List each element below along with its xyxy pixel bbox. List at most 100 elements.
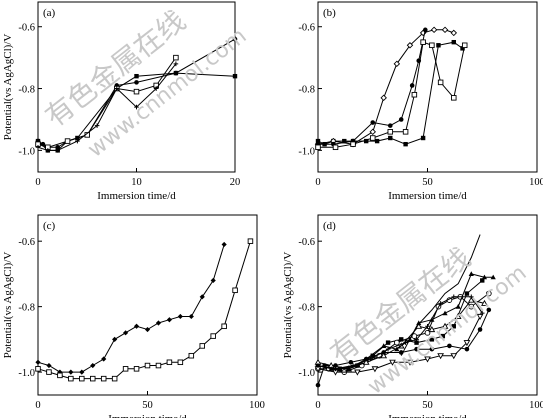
y-tick-label: -0.6 xyxy=(18,23,35,34)
data-point xyxy=(94,123,100,128)
data-point xyxy=(55,148,60,153)
data-point xyxy=(420,135,426,141)
series-4 xyxy=(35,61,179,153)
data-point xyxy=(414,346,419,352)
panel-label: (a) xyxy=(43,7,56,19)
data-point xyxy=(387,123,393,128)
data-point xyxy=(173,61,179,67)
data-point xyxy=(402,129,409,135)
data-point xyxy=(477,327,483,332)
data-point xyxy=(429,346,435,352)
data-point xyxy=(414,340,419,345)
data-point xyxy=(425,323,430,329)
data-point xyxy=(380,352,388,359)
y-tick-label: -1.0 xyxy=(298,368,315,379)
data-point xyxy=(46,362,52,369)
x-tick-label: 100 xyxy=(249,400,265,411)
data-point xyxy=(398,117,404,122)
data-point xyxy=(437,79,444,86)
data-point xyxy=(133,88,140,95)
data-point xyxy=(468,303,475,310)
x-axis-label: Immersion time/d xyxy=(97,190,176,202)
data-point xyxy=(423,27,428,33)
x-tick-label: 50 xyxy=(422,177,433,188)
y-tick-label: -0.6 xyxy=(18,237,35,248)
chart-panel-3: (c) 0 50 100 -1.0 -0.8 -0.6 Immersion time/d Pot… xyxy=(2,214,265,418)
x-tick-label: 0 xyxy=(35,400,40,411)
data-point xyxy=(134,73,139,79)
data-point xyxy=(389,359,396,366)
data-point xyxy=(429,42,435,49)
data-point xyxy=(387,129,394,135)
data-point xyxy=(429,337,435,342)
data-point xyxy=(442,310,448,316)
data-point xyxy=(144,326,151,333)
data-point xyxy=(210,277,216,284)
data-point xyxy=(57,369,63,375)
data-point xyxy=(411,91,418,98)
data-point xyxy=(342,138,347,144)
y-tick-label: -0.6 xyxy=(298,23,315,34)
x-tick-label: 50 xyxy=(142,400,153,411)
data-point xyxy=(64,138,71,144)
data-point xyxy=(221,241,227,248)
panel-label: (b) xyxy=(323,7,336,19)
data-point xyxy=(35,138,41,144)
y-tick-label: -0.8 xyxy=(18,303,35,314)
data-point xyxy=(490,274,496,280)
data-point xyxy=(451,294,457,300)
data-point xyxy=(441,26,449,34)
data-point xyxy=(485,290,492,297)
series-6 xyxy=(314,313,484,376)
data-point xyxy=(166,359,173,366)
data-point xyxy=(385,346,391,352)
y-tick-label: -1.0 xyxy=(18,146,35,157)
data-point xyxy=(403,340,408,345)
data-point xyxy=(173,54,179,61)
data-point xyxy=(481,299,488,306)
y-tick-label: -0.8 xyxy=(18,85,35,96)
series-7 xyxy=(315,294,485,372)
data-point xyxy=(315,382,321,388)
data-point xyxy=(173,70,179,76)
series-line xyxy=(317,299,485,370)
y-axis-label: Potential(vs AgAgCl)/V xyxy=(282,252,294,359)
x-axis-label: Immersion time/d xyxy=(388,190,467,202)
series-line xyxy=(400,234,481,356)
data-point xyxy=(363,138,369,144)
data-point xyxy=(221,323,227,330)
data-point xyxy=(75,138,80,144)
data-point xyxy=(155,320,162,326)
data-point xyxy=(450,353,458,360)
data-point xyxy=(133,323,140,329)
data-point xyxy=(461,42,468,49)
data-point xyxy=(369,128,376,136)
data-point xyxy=(188,313,194,320)
data-point xyxy=(486,307,492,313)
data-point xyxy=(57,372,63,379)
data-point xyxy=(403,141,408,147)
data-point xyxy=(315,144,321,151)
panel-label: (c) xyxy=(43,220,56,232)
data-point xyxy=(68,375,74,382)
data-point xyxy=(346,366,352,371)
data-point xyxy=(199,294,205,300)
data-point xyxy=(46,369,52,375)
data-point xyxy=(370,353,375,358)
series-line xyxy=(317,41,463,145)
data-point xyxy=(166,317,172,323)
data-point xyxy=(247,238,254,244)
data-point xyxy=(144,362,151,369)
data-point xyxy=(90,362,96,369)
data-point xyxy=(348,359,354,365)
data-point xyxy=(399,337,404,342)
data-point xyxy=(469,294,474,300)
y-axis-label: Potential(vs AgAgCl)/V xyxy=(2,252,14,359)
data-point xyxy=(480,278,485,283)
data-point xyxy=(476,313,484,320)
data-point xyxy=(464,291,470,296)
data-point xyxy=(112,336,118,342)
data-point xyxy=(332,144,339,151)
data-point xyxy=(381,343,387,348)
